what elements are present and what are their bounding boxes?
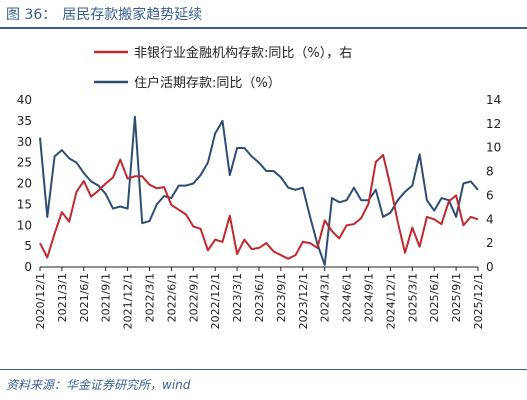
- series-line-household: [39, 115, 479, 266]
- chart-axes: 0 5 10 15 20 25 30 35 40 0 2 4 6 8 10 12 14 2020/12/1 2021…: [17, 93, 502, 329]
- chart-series: [39, 115, 479, 266]
- x-tick-label: 2020/12/1: [34, 273, 47, 329]
- x-tick-label: 2023/3/1: [231, 273, 244, 322]
- y-right-tick-label: 4: [486, 212, 494, 226]
- x-tick-label: 2022/12/1: [209, 273, 222, 329]
- x-tick-label: 2025/6/1: [428, 273, 441, 322]
- figure-number: 图 36：: [6, 7, 57, 23]
- y-right-tick-label: 8: [486, 165, 494, 179]
- y-right-tick-label: 14: [486, 93, 501, 107]
- legend-label-household: 住户活期存款:同比（%）: [134, 75, 281, 91]
- line-chart: 非银行业金融机构存款:同比（%），右 住户活期存款:同比（%） 05101520…: [17, 45, 502, 329]
- series-line-nonbank: [39, 153, 479, 260]
- y-left-tick-label: 15: [17, 197, 32, 211]
- y-left-tick-label: 35: [17, 114, 32, 128]
- y-right-tick-label: 12: [486, 117, 501, 131]
- x-tick-label: 2025/9/1: [450, 273, 463, 322]
- source-rule: [0, 369, 527, 370]
- x-tick-label: 2023/6/1: [253, 273, 266, 322]
- y-right-tick-label: 10: [486, 141, 501, 155]
- y-left-tick-label: 5: [24, 239, 32, 253]
- y-left-tick-label: 20: [17, 177, 32, 191]
- y-left-tick-label: 25: [17, 156, 32, 170]
- chart-legend: 非银行业金融机构存款:同比（%），右 住户活期存款:同比（%）: [94, 45, 352, 91]
- x-tick-label: 2024/6/1: [341, 273, 354, 322]
- x-tick-label: 2025/12/1: [472, 273, 485, 329]
- x-tick-label: 2023/12/1: [297, 273, 310, 329]
- figure-title-text: 居民存款搬家趋势延续: [62, 7, 203, 23]
- x-tick-label: 2021/9/1: [100, 273, 113, 322]
- y-left-tick-label: 30: [17, 135, 32, 149]
- x-tick-label: 2021/6/1: [78, 273, 91, 322]
- x-tick-label: 2024/12/1: [384, 273, 397, 329]
- x-tick-label: 2024/3/1: [319, 273, 332, 322]
- x-tick-label: 2021/12/1: [122, 273, 135, 329]
- x-tick-label: 2022/9/1: [187, 273, 200, 322]
- y-right-tick-label: 2: [486, 236, 494, 250]
- x-tick-label: 2025/3/1: [406, 273, 419, 322]
- y-left-tick-label: 40: [17, 93, 32, 107]
- source-note: 资料来源：华金证券研究所，wind: [6, 378, 191, 392]
- legend-label-nonbank: 非银行业金融机构存款:同比（%），右: [134, 45, 352, 61]
- y-left-tick-label: 10: [17, 218, 32, 232]
- figure-title: 图 36： 居民存款搬家趋势延续: [6, 4, 208, 24]
- x-tick-label: 2021/3/1: [56, 273, 69, 322]
- y-left-tick-label: 0: [24, 260, 32, 274]
- y-right-tick-label: 0: [486, 260, 494, 274]
- x-tick-label: 2022/3/1: [144, 273, 157, 322]
- x-tick-label: 2024/9/1: [363, 273, 376, 322]
- x-tick-label: 2022/6/1: [165, 273, 178, 322]
- y-right-tick-label: 6: [486, 188, 494, 202]
- title-rule: [0, 27, 527, 29]
- x-tick-label: 2023/9/1: [275, 273, 288, 322]
